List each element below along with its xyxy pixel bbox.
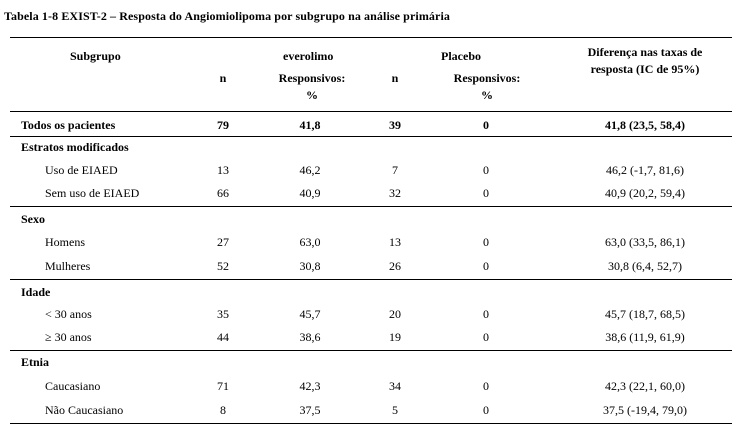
row-label: Uso de EIAED	[45, 163, 118, 177]
section-heading-strata: Estratos modificados	[0, 136, 747, 158]
cell-n-everolimus: 13	[217, 163, 229, 177]
cell-responders-everolimus: 46,2	[299, 163, 321, 177]
header-responders-everolimus: Responsivos: %	[272, 70, 352, 104]
cell-difference: 40,9 (20,2, 59,4)	[605, 186, 685, 200]
row-label: Sem uso de EIAED	[45, 186, 140, 200]
cell-n-placebo: 26	[389, 259, 401, 273]
row-rule	[10, 279, 732, 280]
row-label: ≥ 30 anos	[45, 330, 92, 344]
cell-n-placebo: 7	[392, 163, 398, 177]
section-heading-ethnicity: Etnia	[0, 351, 747, 373]
cell-responders-placebo: 0	[483, 259, 489, 273]
table-row-women: Mulheres 52 30,8 26 0 30,8 (6,4, 52,7)	[0, 255, 747, 277]
row-rule	[10, 350, 732, 351]
header-difference-line1: Diferença nas taxas de	[587, 45, 703, 59]
header-rule	[10, 111, 732, 112]
row-rule	[10, 206, 732, 207]
cell-responders-everolimus: 41,8	[299, 118, 321, 132]
header-responders-everolimus-line1: Responsivos:	[278, 71, 346, 85]
section-label: Sexo	[21, 212, 45, 226]
cell-responders-placebo: 0	[483, 379, 489, 393]
cell-responders-everolimus: 40,9	[299, 186, 321, 200]
cell-n-everolimus: 71	[217, 379, 229, 393]
row-label: Caucasiano	[45, 379, 101, 393]
header-responders-placebo: Responsivos: %	[445, 70, 529, 104]
cell-n-placebo: 5	[392, 403, 398, 417]
row-label: Não Caucasiano	[45, 403, 124, 417]
table-row-non-caucasian: Não Caucasiano 8 37,5 5 0 37,5 (-19,4, 7…	[0, 399, 747, 421]
table-caption: Tabela 1-8 EXIST-2 – Resposta do Angiomi…	[4, 9, 450, 23]
cell-n-everolimus: 52	[217, 259, 229, 273]
table-row-all-patients: Todos os pacientes 79 41,8 39 0 41,8 (23…	[0, 114, 747, 136]
cell-difference: 30,8 (6,4, 52,7)	[608, 259, 682, 273]
row-label: Mulheres	[45, 259, 91, 273]
cell-n-everolimus: 66	[217, 186, 229, 200]
header-difference: Diferença nas taxas de resposta (IC de 9…	[560, 44, 730, 78]
bottom-rule	[10, 423, 732, 424]
cell-responders-everolimus: 42,3	[299, 379, 321, 393]
row-label: Todos os pacientes	[21, 118, 116, 132]
cell-responders-placebo: 0	[483, 307, 489, 321]
cell-n-placebo: 20	[389, 307, 401, 321]
cell-responders-placebo: 0	[483, 330, 489, 344]
cell-n-everolimus: 27	[217, 235, 229, 249]
cell-n-everolimus: 44	[217, 330, 229, 344]
cell-difference: 46,2 (-1,7, 81,6)	[606, 163, 684, 177]
cell-difference: 42,3 (22,1, 60,0)	[605, 379, 685, 393]
header-n-everolimus: n	[219, 71, 227, 85]
cell-responders-placebo: 0	[483, 403, 489, 417]
cell-responders-everolimus: 30,8	[299, 259, 321, 273]
table-row-men: Homens 27 63,0 13 0 63,0 (33,5, 86,1)	[0, 231, 747, 253]
cell-difference: 41,8 (23,5, 58,4)	[605, 118, 685, 132]
cell-responders-placebo: 0	[483, 235, 489, 249]
cell-n-everolimus: 79	[217, 118, 229, 132]
row-rule	[10, 136, 732, 137]
cell-difference: 63,0 (33,5, 86,1)	[605, 235, 685, 249]
cell-responders-everolimus: 37,5	[299, 403, 321, 417]
header-responders-everolimus-line2: %	[306, 88, 318, 102]
table-row-eiaed-no-use: Sem uso de EIAED 66 40,9 32 0 40,9 (20,2…	[0, 182, 747, 204]
cell-responders-placebo: 0	[483, 118, 489, 132]
header-placebo: Placebo	[441, 49, 481, 63]
header-n-placebo: n	[391, 71, 399, 85]
row-label: < 30 anos	[45, 307, 92, 321]
cell-n-placebo: 32	[389, 186, 401, 200]
cell-difference: 38,6 (11,9, 61,9)	[605, 330, 685, 344]
section-label: Idade	[21, 285, 51, 299]
row-label: Homens	[45, 235, 85, 249]
cell-responders-placebo: 0	[483, 163, 489, 177]
header-subgroup: Subgrupo	[70, 49, 121, 63]
table-row-age-30-plus: ≥ 30 anos 44 38,6 19 0 38,6 (11,9, 61,9)	[0, 326, 747, 348]
section-heading-age: Idade	[0, 281, 747, 303]
table-row-caucasian: Caucasiano 71 42,3 34 0 42,3 (22,1, 60,0…	[0, 375, 747, 397]
cell-n-everolimus: 8	[220, 403, 226, 417]
cell-n-everolimus: 35	[217, 307, 229, 321]
table-row-eiaed-use: Uso de EIAED 13 46,2 7 0 46,2 (-1,7, 81,…	[0, 159, 747, 181]
table-row-age-under-30: < 30 anos 35 45,7 20 0 45,7 (18,7, 68,5)	[0, 303, 747, 325]
cell-difference: 37,5 (-19,4, 79,0)	[603, 403, 687, 417]
cell-n-placebo: 34	[389, 379, 401, 393]
header-difference-line2: resposta (IC de 95%)	[590, 62, 700, 76]
section-label: Estratos modificados	[21, 140, 129, 154]
header-everolimus: everolimo	[283, 49, 334, 63]
header-responders-placebo-line2: %	[481, 88, 493, 102]
cell-n-placebo: 39	[389, 118, 401, 132]
section-label: Etnia	[21, 355, 50, 369]
cell-n-placebo: 13	[389, 235, 401, 249]
cell-difference: 45,7 (18,7, 68,5)	[605, 307, 685, 321]
header-responders-placebo-line1: Responsivos:	[453, 71, 521, 85]
cell-n-placebo: 19	[389, 330, 401, 344]
cell-responders-placebo: 0	[483, 186, 489, 200]
cell-responders-everolimus: 45,7	[299, 307, 321, 321]
cell-responders-everolimus: 63,0	[299, 235, 321, 249]
cell-responders-everolimus: 38,6	[299, 330, 321, 344]
top-rule	[10, 37, 732, 38]
section-heading-sex: Sexo	[0, 208, 747, 230]
